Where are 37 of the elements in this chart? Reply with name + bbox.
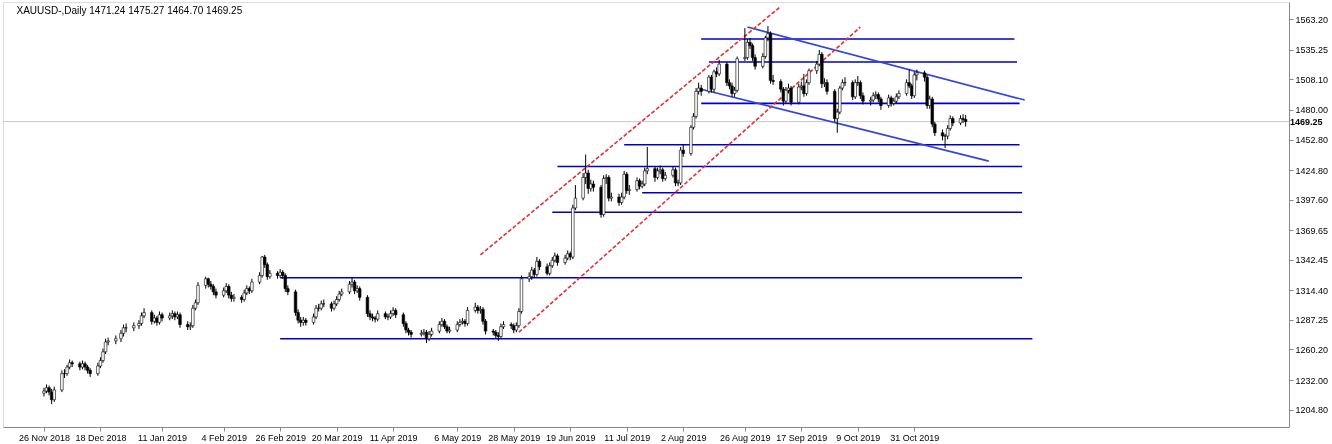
candlestick <box>283 272 287 293</box>
y-tick-label: 1204.80 <box>1295 405 1329 416</box>
y-tick-label: 1342.45 <box>1295 255 1329 266</box>
x-tick-label: 31 Oct 2019 <box>890 432 940 443</box>
x-tick-label: 19 Jun 2019 <box>545 432 596 443</box>
candlestick <box>465 306 470 327</box>
x-tick-label: 26 Aug 2019 <box>720 432 771 443</box>
x-tick-label: 20 Mar 2019 <box>311 432 363 443</box>
x-tick-label: 2 Aug 2019 <box>660 432 707 443</box>
x-tick-label: 28 May 2019 <box>488 432 541 443</box>
x-tick-label: 4 Feb 2019 <box>201 432 247 443</box>
x-tick-label: 18 Dec 2018 <box>75 432 127 443</box>
y-tick-label: 1480.00 <box>1295 105 1329 116</box>
x-tick-label: 26 Nov 2018 <box>18 432 70 443</box>
x-tick-label: 11 Jan 2019 <box>138 432 187 443</box>
y-tick-label: 1424.80 <box>1295 165 1329 176</box>
y-tick-label: 1397.60 <box>1295 195 1329 206</box>
candlestick <box>897 89 901 100</box>
x-tick-label: 11 Apr 2019 <box>369 432 418 443</box>
x-tick-label: 6 May 2019 <box>434 432 482 443</box>
x-tick-label: 17 Sep 2019 <box>776 432 828 443</box>
y-tick-label: 1452.80 <box>1295 135 1329 146</box>
y-tick-label: 1260.20 <box>1295 344 1329 355</box>
y-tick-label: 1563.20 <box>1295 14 1329 25</box>
chart-title: XAUUSD-,Daily 1471.24 1475.27 1464.70 1469.25 <box>16 5 243 16</box>
x-tick-label: 26 Feb 2019 <box>255 432 306 443</box>
y-tick-label: 1287.25 <box>1295 315 1329 326</box>
ref-line-label: 1469.25 <box>1290 116 1323 127</box>
candlestick <box>196 281 200 306</box>
x-tick-label: 9 Oct 2019 <box>836 432 881 443</box>
y-tick-label: 1508.10 <box>1295 74 1329 85</box>
candlestick <box>725 61 729 87</box>
y-tick-label: 1232.00 <box>1295 375 1329 386</box>
y-tick-label: 1314.40 <box>1295 285 1329 296</box>
x-tick-label: 11 Jul 2019 <box>604 432 651 443</box>
y-tick-label: 1535.25 <box>1295 45 1329 56</box>
y-tick-label: 1369.65 <box>1295 225 1329 236</box>
